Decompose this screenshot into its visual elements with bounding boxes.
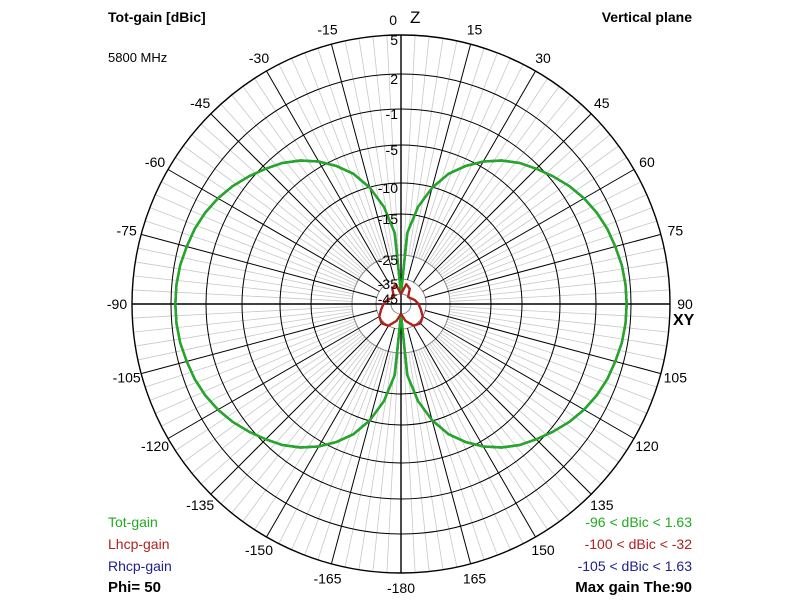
frequency-label: 5800 MHz [108,50,168,65]
max-gain-label: Max gain The:90 [575,579,692,596]
angle-label: 60 [639,154,655,170]
major-spoke [210,113,384,287]
angle-label: -105 [113,370,141,386]
legend-lhcp-gain: Lhcp-gain [108,536,170,552]
major-spoke [425,233,661,299]
major-spoke [406,328,472,564]
angle-label: 75 [668,222,684,238]
angle-label: -90 [107,296,127,312]
major-spoke [422,169,635,292]
angle-label: -150 [245,542,273,558]
series-lhcp-gain-left [378,283,403,327]
phi-label: Phi= 50 [108,579,161,596]
ring-label: 5 [390,32,398,48]
angle-label: -75 [117,222,137,238]
range-lhcp-gain: -100 < dBic < -32 [584,536,692,552]
series-lhcp-gain-right [399,283,424,327]
series-layer [174,159,628,449]
legend-tot-gain: Tot-gain [108,514,158,530]
angle-label: -135 [186,497,214,513]
angle-label: 135 [590,497,614,513]
major-spoke [210,321,384,495]
major-spoke [330,44,396,280]
angle-label: 0 [389,12,397,28]
major-spoke [167,169,380,292]
angle-label: -60 [145,154,165,170]
major-spoke [425,309,661,375]
major-spoke [413,70,536,283]
angle-label: -45 [190,95,210,111]
angle-label: 90 [677,296,693,312]
xy-axis-marker: XY [673,312,695,329]
ring-label: -10 [378,180,398,196]
angle-label: 165 [463,570,487,586]
ring-label: -45 [378,291,398,307]
axis-labels: 52-1-5-10-15-25-35-450153045607590105120… [107,12,693,596]
angle-label: -15 [317,22,337,38]
major-spoke [141,309,377,375]
angle-label: -165 [313,570,341,586]
ring-label: -15 [378,211,398,227]
angle-label: 30 [535,50,551,66]
ring-label: -1 [386,106,399,122]
major-spoke [422,316,635,439]
z-axis-marker: Z [410,8,421,27]
plane-label: Vertical plane [601,9,692,25]
angle-label: -120 [141,438,169,454]
range-tot-gain: -96 < dBic < 1.63 [585,514,692,530]
ring-label: 2 [390,71,398,87]
series-tot-gain-left [174,159,403,449]
angle-label: 15 [467,22,483,38]
polar-grid [131,34,671,574]
angle-label: 45 [594,95,610,111]
major-spoke [167,316,380,439]
angle-label: 150 [531,542,555,558]
angle-label: -180 [387,580,415,596]
ring-label: -5 [386,142,399,158]
major-spoke [406,44,472,280]
major-spoke [266,325,389,538]
legend-rhcp-gain: Rhcp-gain [108,558,172,574]
major-spoke [413,325,536,538]
angle-label: -30 [249,50,269,66]
major-spoke [266,70,389,283]
major-spoke [418,113,592,287]
angle-label: 120 [635,438,659,454]
angle-label: 105 [664,370,688,386]
major-spoke [418,321,592,495]
major-spoke [141,233,377,299]
major-spoke [330,328,396,564]
ring-label: -25 [378,252,398,268]
chart-title: Tot-gain [dBic] [108,9,206,25]
range-rhcp-gain: -105 < dBic < 1.63 [577,558,692,574]
ring-label: -35 [378,276,398,292]
series-tot-gain-right [399,159,628,449]
